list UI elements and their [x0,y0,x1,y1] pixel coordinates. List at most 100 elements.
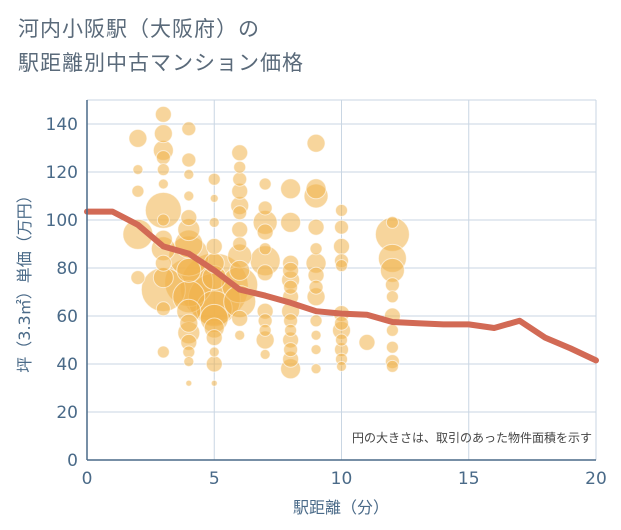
bubble-point [384,277,400,293]
bubble-point [256,223,274,241]
x-axis-label: 駅距離（分） [293,498,389,517]
bubble-point [179,313,199,333]
bubble-point [181,152,197,168]
bubble-point [358,333,376,351]
bubble-point [183,168,195,180]
y-tick-label: 140 [46,115,78,135]
bubble-point [385,323,399,337]
bubble-point [128,128,148,148]
bubble-point [306,133,326,153]
bubble-point [309,314,323,328]
bubble-point [154,254,172,272]
y-tick-label: 40 [56,355,78,375]
x-tick-label: 20 [585,469,607,489]
bubble-point [385,290,399,304]
bubble-point [335,203,348,217]
average-price-line [84,208,599,364]
bubble-point [180,209,198,227]
bubble-point [155,150,171,166]
bubble-point [258,177,272,191]
bubble-point [334,219,349,235]
bubble-point [229,259,251,281]
bubble-point [385,340,399,354]
y-tick-label: 20 [56,403,78,423]
bubble-point [231,144,249,162]
chart-title-line2: 駅距離別中古マンション価格 [18,51,304,75]
y-tick-label: 80 [56,259,78,279]
chart-title-line1: 河内小阪駅（大阪府）の [18,17,260,41]
bubble-point [310,344,322,356]
bubble-point [385,359,399,373]
bubble-point [205,355,223,373]
bubble-point [333,237,350,255]
bubble-point [231,309,249,327]
bubble-point [130,270,146,286]
bubble-point [205,237,223,255]
bubble-point [209,193,219,203]
bubble-point [258,242,272,256]
bubble-point [144,191,182,229]
chart-title: 河内小阪駅（大阪府）の 駅距離別中古マンション価格 [18,12,608,80]
y-tick-label: 100 [46,211,78,231]
bubble-point [283,279,299,295]
bubble-point [183,190,195,202]
bubble-point [157,178,169,190]
x-tick-label: 15 [458,469,480,489]
bubble-point [284,323,298,337]
bubble-point [156,163,170,177]
bubble-point [310,363,322,375]
bubble-point [280,178,302,200]
bubble-point [305,178,327,200]
bubble-point [334,315,349,331]
bubble-point [307,218,325,236]
bubble-point [283,342,299,358]
bubble-point [282,261,300,279]
bubble-point [257,200,273,216]
y-tick-label: 120 [46,163,78,183]
bubble-point [207,172,221,186]
x-tick-label: 10 [331,469,353,489]
y-tick-label: 60 [56,307,78,327]
tick-labels: 0 20 40 60 80 100 120 140 0 5 10 15 20 [46,115,607,489]
bubble-point [208,346,220,358]
bubble-size-note: 円の大きさは、取引のあった物件面積を示す [352,430,592,445]
bubble-point [256,264,274,282]
bubble-point [232,171,248,187]
bubble-point [176,257,202,283]
bubble-point [309,242,323,256]
bubble-point [156,213,170,227]
bubble-point [154,105,172,123]
bubble-point [232,236,248,252]
bubble-point [155,301,171,317]
bubble-point [132,164,144,176]
bubble-point [210,379,218,387]
bubble-point [185,379,193,387]
bubble-point [183,356,195,368]
x-tick-label: 0 [82,469,93,489]
axes [86,100,596,461]
bubble-point [258,323,272,337]
bubble-point [181,121,197,137]
x-tick-label: 5 [209,469,220,489]
bubble-point [308,279,324,295]
bubble-point [156,345,170,359]
bubble-point [259,348,271,360]
bubble-point [131,184,145,198]
y-tick-label: 0 [67,451,78,471]
bubble-point [310,329,322,341]
bubble-point [205,329,223,347]
bubble-point [208,216,220,228]
bubble-point [335,333,348,347]
bubble-layer [122,105,410,387]
bubble-point [336,360,347,372]
bubble-point [232,205,248,221]
bubble-point [231,221,249,239]
bubble-point [385,215,399,229]
bubble-point [280,211,302,233]
y-axis-label: 坪（3.3㎡）単価（万円） [15,187,34,372]
bubble-point [153,124,173,144]
bubble-point [233,160,247,174]
bubble-point [234,329,246,341]
